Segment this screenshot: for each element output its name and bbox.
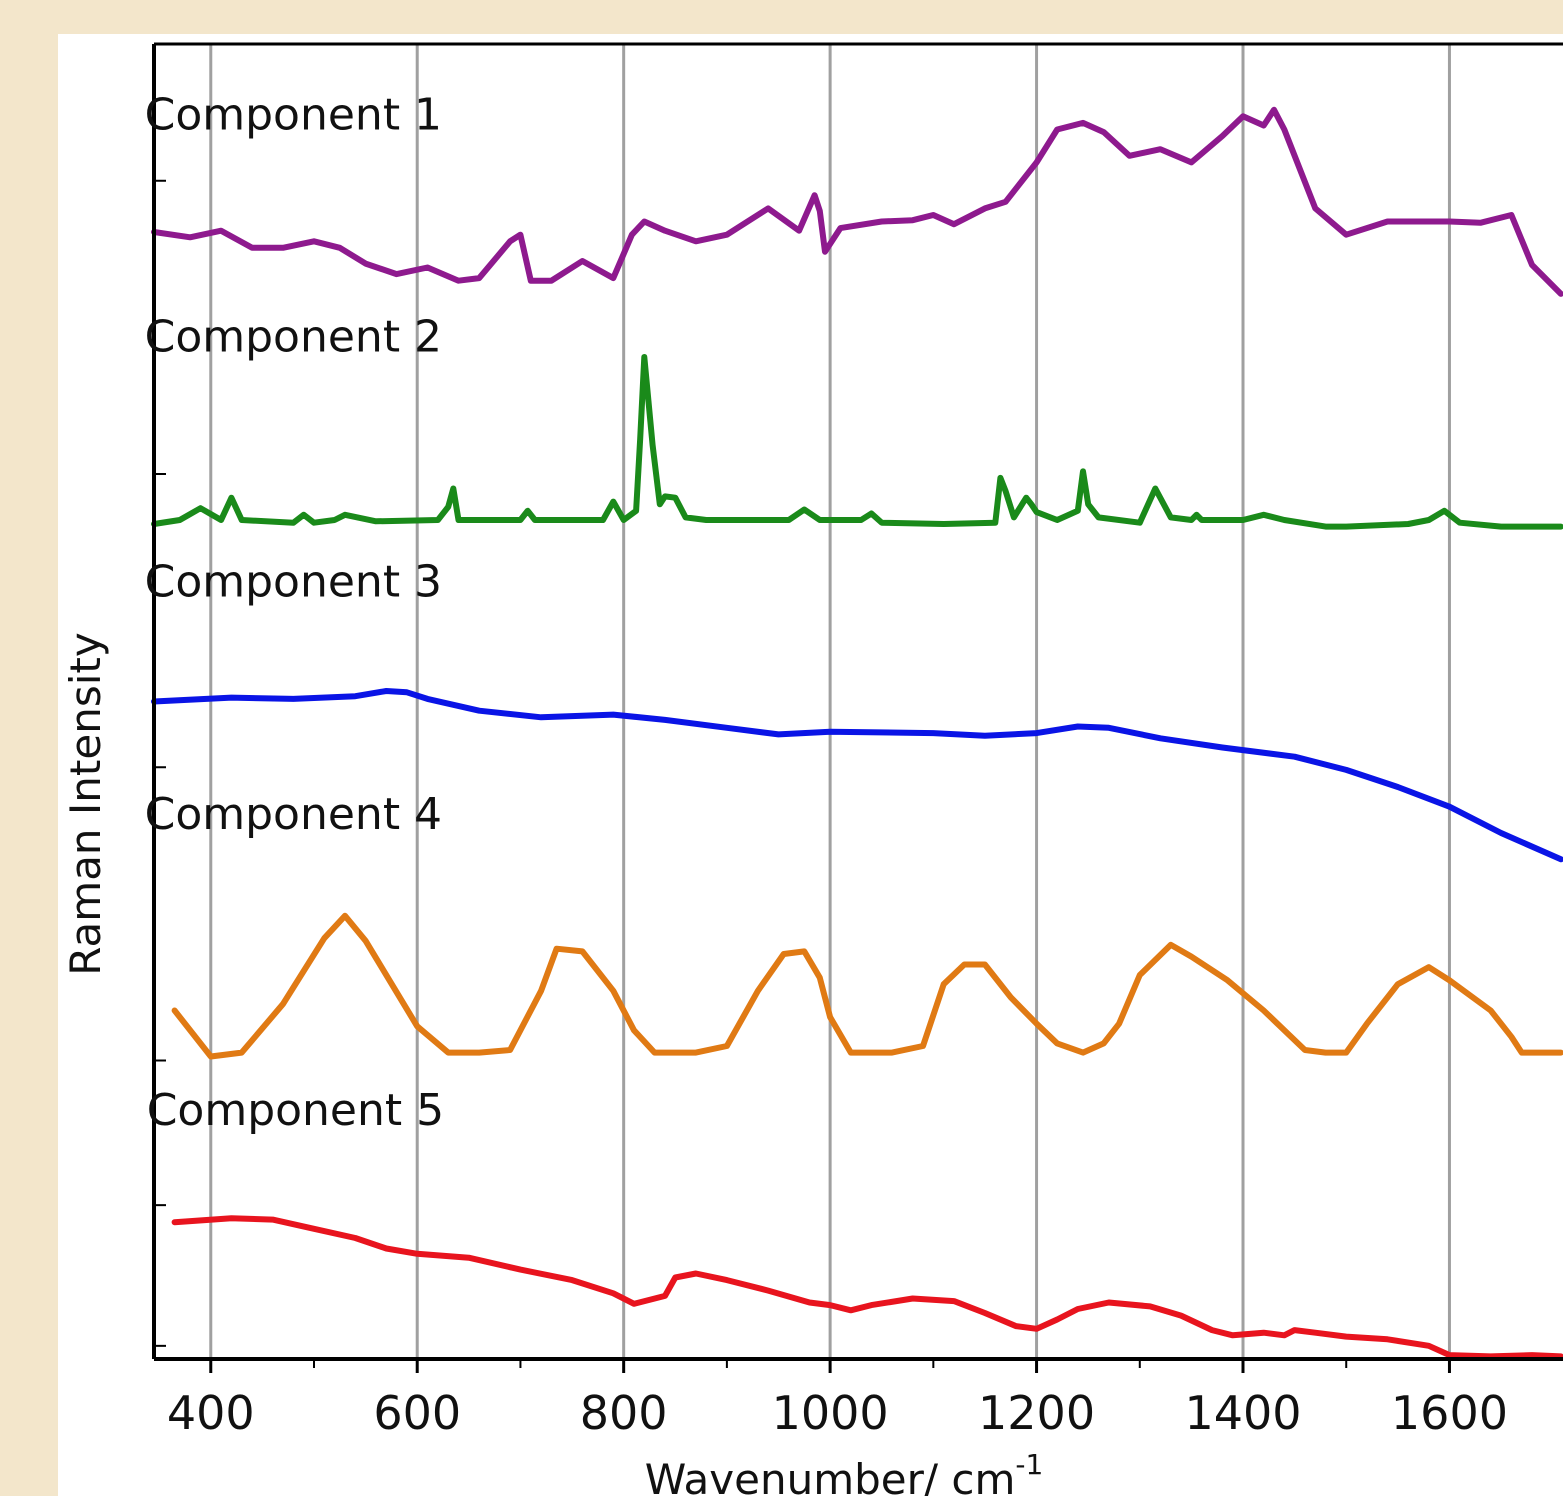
series-lines: [151, 106, 1563, 1360]
series-label-component-4: Component 4: [145, 789, 442, 840]
chart-figure: 400 600 800 1000 1200 1400 1600 Component 1 Com…: [58, 34, 1563, 1496]
x-tick-label-600: 600: [373, 1386, 461, 1440]
grid-lines: [209, 44, 1451, 1359]
x-tick-label-800: 800: [580, 1386, 668, 1440]
x-tick-label-1600: 1600: [1391, 1386, 1508, 1440]
series-label-component-1: Component 1: [145, 89, 442, 140]
series-labels: Component 1 Component 2 Component 3 Compone…: [145, 89, 445, 1135]
x-tick-label-400: 400: [167, 1386, 255, 1440]
x-tick-label-1200: 1200: [978, 1386, 1095, 1440]
x-tick-label-1000: 1000: [772, 1386, 889, 1440]
x-tick-label-1400: 1400: [1184, 1386, 1301, 1440]
chart-svg: 400 600 800 1000 1200 1400 1600 Component 1Com…: [61, 42, 1563, 1496]
series-label-component-5: Component 5: [147, 1085, 444, 1136]
series-line-component-1: [151, 106, 1563, 297]
series-label-component-2: Component 2: [145, 312, 442, 363]
x-axis-title: Wavenumber/ cm-1: [645, 1448, 1044, 1496]
x-axis-title-superscript: -1: [1015, 1448, 1043, 1481]
series-line-component-5: [171, 1215, 1563, 1360]
axis-titles: Raman Intensity Wavenumber/ cm-1: [61, 632, 1043, 1496]
series-line-component-4: [171, 912, 1563, 1060]
series-line-component-2: [151, 354, 1563, 530]
x-axis-title-main: Wavenumber/ cm: [645, 1455, 1016, 1496]
axis-ticks: 400 600 800 1000 1200 1400 1600: [154, 179, 1508, 1440]
y-axis-title: Raman Intensity: [61, 632, 110, 975]
series-label-component-3: Component 3: [145, 556, 442, 607]
plot-frame: [152, 42, 1563, 1361]
series-line-component-3: [151, 688, 1563, 863]
